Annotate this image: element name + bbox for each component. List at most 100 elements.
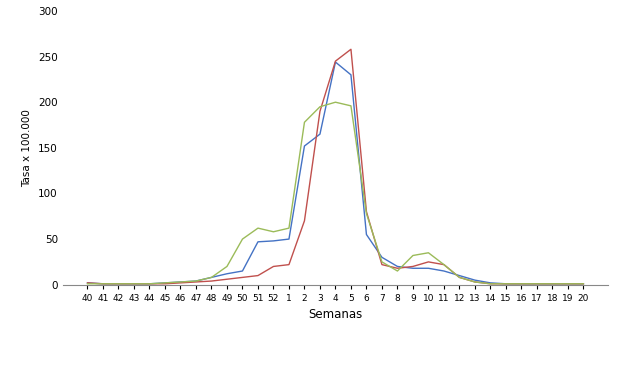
ARABA/ALAVA xyxy=(549,282,556,286)
ARABA/ALAVA xyxy=(145,282,153,286)
ARABA/ALAVA xyxy=(440,269,448,273)
ARABA/ALAVA xyxy=(270,239,277,243)
BIZKAIA xyxy=(285,262,293,267)
ARABA/ALAVA xyxy=(223,272,231,276)
BIZKAIA xyxy=(192,280,200,284)
X-axis label: Semanas: Semanas xyxy=(308,308,362,321)
BIZKAIA xyxy=(208,279,215,283)
Line: BIZKAIA: BIZKAIA xyxy=(88,49,583,284)
BIZKAIA xyxy=(409,264,417,269)
GIPUZKOA xyxy=(161,281,169,285)
ARABA/ALAVA xyxy=(84,281,92,285)
GIPUZKOA xyxy=(301,120,308,124)
ARABA/ALAVA xyxy=(177,280,184,284)
GIPUZKOA xyxy=(145,282,153,286)
BIZKAIA xyxy=(487,282,494,286)
GIPUZKOA xyxy=(239,237,246,241)
BIZKAIA xyxy=(115,282,122,286)
GIPUZKOA xyxy=(223,264,231,269)
GIPUZKOA xyxy=(424,250,432,255)
BIZKAIA xyxy=(316,109,324,114)
GIPUZKOA xyxy=(533,282,540,286)
GIPUZKOA xyxy=(84,282,92,286)
BIZKAIA xyxy=(502,282,510,286)
GIPUZKOA xyxy=(579,282,587,286)
ARABA/ALAVA xyxy=(409,266,417,270)
BIZKAIA xyxy=(239,275,246,280)
GIPUZKOA xyxy=(316,104,324,109)
Line: ARABA/ALAVA: ARABA/ALAVA xyxy=(88,62,583,284)
ARABA/ALAVA xyxy=(161,281,169,285)
ARABA/ALAVA xyxy=(130,282,138,286)
BIZKAIA xyxy=(161,282,169,286)
GIPUZKOA xyxy=(378,260,386,264)
GIPUZKOA xyxy=(285,226,293,230)
BIZKAIA xyxy=(223,277,231,281)
BIZKAIA xyxy=(518,282,525,286)
ARABA/ALAVA xyxy=(362,232,370,237)
ARABA/ALAVA xyxy=(192,279,200,283)
BIZKAIA xyxy=(254,273,261,278)
GIPUZKOA xyxy=(487,282,494,286)
BIZKAIA xyxy=(440,262,448,267)
ARABA/ALAVA xyxy=(518,282,525,286)
ARABA/ALAVA xyxy=(316,132,324,136)
GIPUZKOA xyxy=(347,104,355,108)
GIPUZKOA xyxy=(564,282,572,286)
GIPUZKOA xyxy=(456,275,463,280)
ARABA/ALAVA xyxy=(99,282,107,286)
GIPUZKOA xyxy=(254,226,261,230)
BIZKAIA xyxy=(362,210,370,214)
BIZKAIA xyxy=(394,266,401,270)
ARABA/ALAVA xyxy=(487,281,494,285)
ARABA/ALAVA xyxy=(533,282,540,286)
GIPUZKOA xyxy=(362,211,370,216)
BIZKAIA xyxy=(332,59,339,64)
BIZKAIA xyxy=(84,281,92,285)
BIZKAIA xyxy=(145,282,153,286)
ARABA/ALAVA xyxy=(301,144,308,148)
ARABA/ALAVA xyxy=(208,275,215,280)
ARABA/ALAVA xyxy=(394,264,401,269)
GIPUZKOA xyxy=(99,282,107,286)
ARABA/ALAVA xyxy=(239,269,246,273)
ARABA/ALAVA xyxy=(332,60,339,64)
BIZKAIA xyxy=(564,282,572,286)
ARABA/ALAVA xyxy=(471,278,478,283)
ARABA/ALAVA xyxy=(579,282,587,286)
BIZKAIA xyxy=(347,47,355,51)
BIZKAIA xyxy=(130,282,138,286)
Y-axis label: Tasa x 100.000: Tasa x 100.000 xyxy=(23,109,33,187)
ARABA/ALAVA xyxy=(254,239,261,244)
ARABA/ALAVA xyxy=(115,282,122,286)
GIPUZKOA xyxy=(130,282,138,286)
BIZKAIA xyxy=(270,264,277,269)
BIZKAIA xyxy=(549,282,556,286)
GIPUZKOA xyxy=(270,230,277,234)
GIPUZKOA xyxy=(471,280,478,284)
GIPUZKOA xyxy=(192,279,200,283)
GIPUZKOA xyxy=(549,282,556,286)
ARABA/ALAVA xyxy=(378,255,386,260)
GIPUZKOA xyxy=(177,280,184,284)
ARABA/ALAVA xyxy=(424,266,432,270)
GIPUZKOA xyxy=(115,282,122,286)
GIPUZKOA xyxy=(502,282,510,286)
BIZKAIA xyxy=(301,219,308,223)
BIZKAIA xyxy=(456,275,463,280)
BIZKAIA xyxy=(99,282,107,286)
GIPUZKOA xyxy=(518,282,525,286)
BIZKAIA xyxy=(533,282,540,286)
ARABA/ALAVA xyxy=(564,282,572,286)
GIPUZKOA xyxy=(208,275,215,280)
GIPUZKOA xyxy=(409,253,417,258)
BIZKAIA xyxy=(177,281,184,285)
ARABA/ALAVA xyxy=(456,273,463,278)
ARABA/ALAVA xyxy=(285,237,293,241)
GIPUZKOA xyxy=(440,262,448,267)
BIZKAIA xyxy=(471,280,478,284)
BIZKAIA xyxy=(378,262,386,267)
ARABA/ALAVA xyxy=(347,73,355,77)
BIZKAIA xyxy=(579,282,587,286)
GIPUZKOA xyxy=(332,100,339,104)
